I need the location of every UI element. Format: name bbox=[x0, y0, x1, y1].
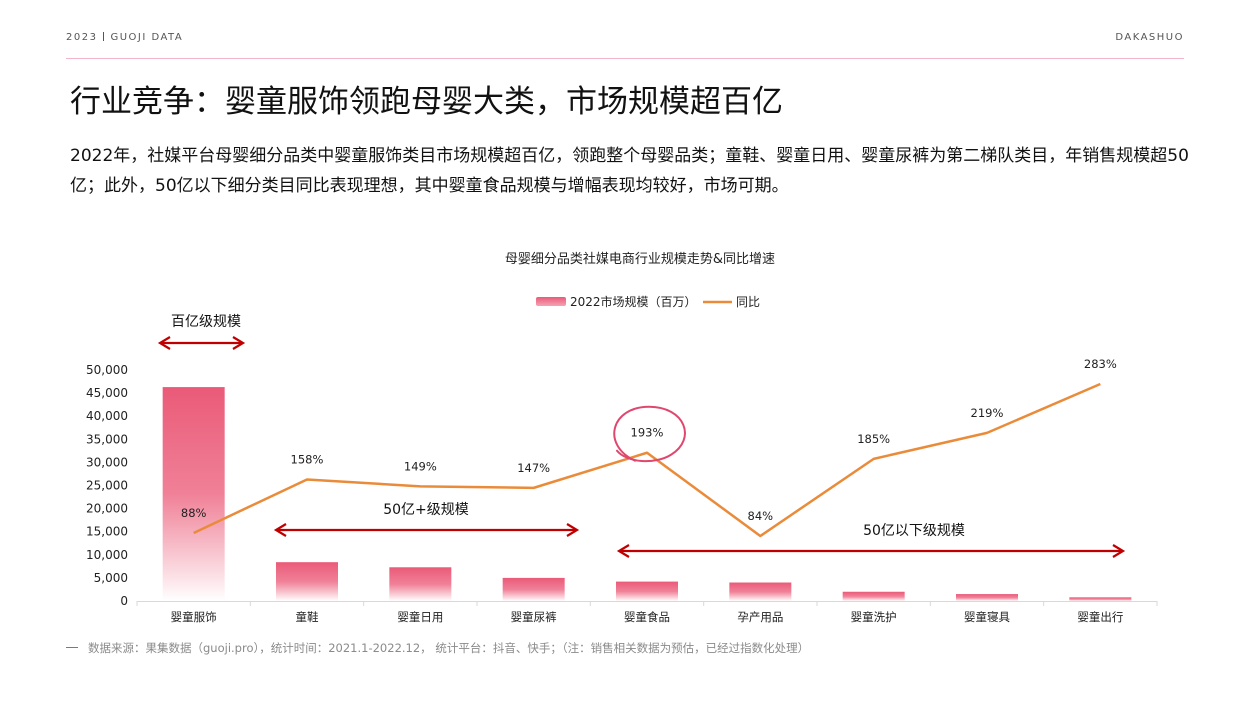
bar bbox=[1069, 597, 1132, 601]
bar-series bbox=[162, 387, 1132, 601]
data-label: 219% bbox=[971, 406, 1004, 420]
range-arrow-head-right bbox=[566, 523, 580, 537]
data-label: 147% bbox=[517, 461, 550, 475]
bar bbox=[616, 581, 678, 601]
data-label: 193% bbox=[631, 426, 664, 440]
x-axis: 婴童服饰 童鞋 婴童日用 婴童尿裤 婴童食品 孕产用品 婴童洗护 婴童寝具 婴童出行 bbox=[136, 601, 1158, 624]
bar bbox=[502, 577, 565, 601]
bar bbox=[729, 582, 792, 601]
y-tick-label: 5,000 bbox=[94, 571, 128, 585]
header-year: 2023 bbox=[66, 32, 98, 43]
source-footnote: 数据来源：果集数据（guoji.pro），统计时间：2021.1-2022.12… bbox=[66, 640, 809, 656]
y-tick-label: 0 bbox=[120, 594, 128, 608]
x-tick-label: 婴童出行 bbox=[1077, 610, 1123, 624]
data-label: 88% bbox=[181, 506, 207, 520]
data-label: 185% bbox=[857, 432, 890, 446]
bar bbox=[842, 591, 905, 601]
header-brand: GUOJI DATA bbox=[110, 32, 184, 43]
bar bbox=[389, 567, 452, 601]
x-tick-label: 婴童日用 bbox=[397, 610, 443, 624]
legend-swatch-bar bbox=[536, 297, 566, 306]
highlight-circle bbox=[613, 405, 686, 463]
y-tick-label: 45,000 bbox=[86, 386, 128, 400]
range-arrow-head-left bbox=[616, 544, 630, 558]
y-tick-label: 35,000 bbox=[86, 432, 128, 446]
x-tick-label: 婴童食品 bbox=[624, 610, 670, 624]
x-tick-label: 婴童洗护 bbox=[851, 610, 897, 624]
header-left: 2023 GUOJI DATA bbox=[66, 32, 183, 43]
line-series: 88% 158% 149% 147% 193% 84% 185% 219% 283% bbox=[181, 357, 1117, 538]
annotations: 百亿级规模 50亿+级规模 50亿以下级规模 bbox=[157, 314, 1126, 558]
annotation-label: 百亿级规模 bbox=[171, 314, 241, 330]
y-tick-label: 25,000 bbox=[86, 479, 128, 493]
header-separator bbox=[103, 32, 105, 41]
x-tick-label: 童鞋 bbox=[296, 610, 319, 624]
chart-legend: 2022市场规模（百万） 同比 bbox=[536, 294, 760, 309]
y-tick-label: 30,000 bbox=[86, 455, 128, 469]
legend-item-bar: 2022市场规模（百万） bbox=[536, 294, 697, 309]
y-axis: 0 5,000 10,000 15,000 20,000 25,000 30,000 35,0… bbox=[86, 363, 1157, 608]
range-arrow bbox=[273, 523, 580, 537]
y-tick-label: 50,000 bbox=[86, 363, 128, 377]
yoy-line bbox=[193, 382, 1101, 538]
range-arrow-head-left bbox=[157, 336, 171, 350]
bar bbox=[162, 387, 225, 601]
range-arrow bbox=[157, 336, 246, 350]
footnote-text: 数据来源：果集数据（guoji.pro），统计时间：2021.1-2022.12… bbox=[88, 641, 810, 655]
x-tick-label: 婴童尿裤 bbox=[511, 610, 557, 624]
page-description: 2022年，社媒平台母婴细分品类中婴童服饰类目市场规模超百亿，领跑整个母婴品类；… bbox=[70, 146, 1189, 196]
header-divider bbox=[66, 58, 1184, 59]
annotation-label: 50亿+级规模 bbox=[383, 502, 469, 518]
y-tick-label: 20,000 bbox=[86, 502, 128, 516]
data-label: 283% bbox=[1084, 357, 1117, 371]
y-tick-label: 10,000 bbox=[86, 548, 128, 562]
data-label: 149% bbox=[404, 459, 437, 473]
header-right: DAKASHUO bbox=[1115, 32, 1184, 43]
x-tick-label: 婴童服饰 bbox=[171, 610, 217, 624]
footnote-dash bbox=[66, 647, 78, 648]
range-arrow-head-right bbox=[232, 336, 246, 350]
x-tick-label: 孕产用品 bbox=[737, 610, 783, 624]
range-arrow-head-right bbox=[1112, 544, 1126, 558]
range-arrow-head-left bbox=[273, 523, 287, 537]
bar bbox=[276, 562, 338, 601]
y-tick-label: 40,000 bbox=[86, 409, 128, 423]
legend-label-bar: 2022市场规模（百万） bbox=[570, 294, 697, 309]
annotation-label: 50亿以下级规模 bbox=[863, 523, 965, 539]
data-label: 158% bbox=[291, 452, 324, 466]
bar bbox=[956, 594, 1018, 601]
legend-item-line: 同比 bbox=[703, 295, 760, 309]
page-title: 行业竞争：婴童服饰领跑母婴大类，市场规模超百亿 bbox=[70, 84, 783, 120]
chart-title: 母婴细分品类社媒电商行业规模走势&同比增速 bbox=[505, 251, 775, 267]
y-tick-label: 15,000 bbox=[86, 525, 128, 539]
x-tick-label: 婴童寝具 bbox=[964, 610, 1010, 624]
range-arrow bbox=[616, 544, 1126, 558]
legend-label-line: 同比 bbox=[736, 295, 760, 309]
data-label: 84% bbox=[748, 509, 774, 523]
